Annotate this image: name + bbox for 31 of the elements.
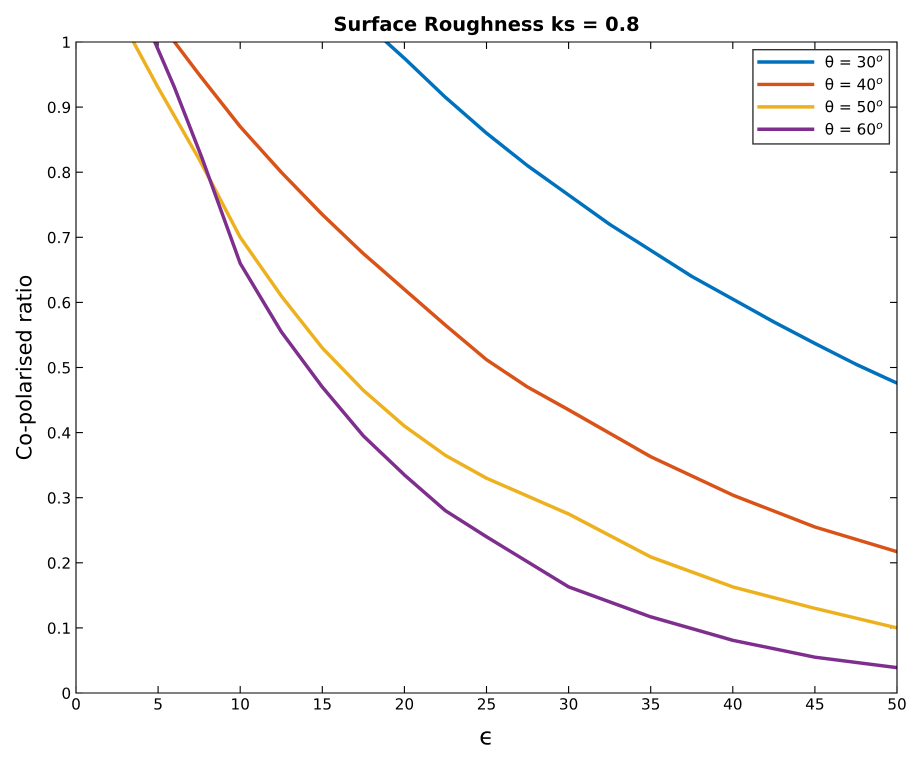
x-tick-label: 20 bbox=[396, 698, 414, 710]
y-tick-label: 0 bbox=[62, 687, 70, 700]
x-tick-label: 0 bbox=[72, 698, 80, 710]
x-axis-title: ϵ bbox=[480, 731, 491, 745]
x-tick-label: 5 bbox=[154, 698, 162, 710]
legend-label: θ = 30$^{o}$ bbox=[826, 55, 882, 68]
legend-label: θ = 40$^{o}$ bbox=[826, 78, 882, 90]
y-tick-label: 0.4 bbox=[48, 427, 70, 439]
legend-label: θ = 60$^{o}$ bbox=[826, 122, 882, 135]
chart-title: Surface Roughness ks = 0.8 bbox=[334, 16, 638, 36]
y-tick-label: 1 bbox=[63, 36, 70, 48]
y-tick-label: 0.1 bbox=[48, 622, 70, 634]
y-tick-label: 0.3 bbox=[48, 492, 70, 504]
y-tick-label: 0.5 bbox=[48, 362, 70, 374]
x-tick-label: 50 bbox=[888, 698, 906, 710]
y-tick-label: 0.2 bbox=[48, 557, 70, 569]
y-axis-title: Co-polarised ratio bbox=[16, 276, 36, 460]
x-tick-label: 45 bbox=[806, 698, 824, 710]
x-tick-label: 30 bbox=[560, 698, 578, 710]
x-tick-label: 40 bbox=[724, 698, 742, 710]
x-tick-label: 35 bbox=[642, 698, 660, 710]
x-tick-label: 10 bbox=[232, 698, 249, 710]
x-tick-label: 25 bbox=[478, 698, 495, 710]
y-tick-label: 0.9 bbox=[48, 102, 70, 114]
x-tick-label: 15 bbox=[314, 698, 331, 710]
y-tick-label: 0.8 bbox=[48, 166, 70, 178]
legend-label: θ = 50$^{o}$ bbox=[826, 100, 882, 112]
y-tick-label: 0.6 bbox=[48, 296, 70, 308]
line-series bbox=[384, 42, 897, 385]
y-tick-label: 0.7 bbox=[48, 232, 70, 244]
line-series bbox=[172, 42, 897, 554]
